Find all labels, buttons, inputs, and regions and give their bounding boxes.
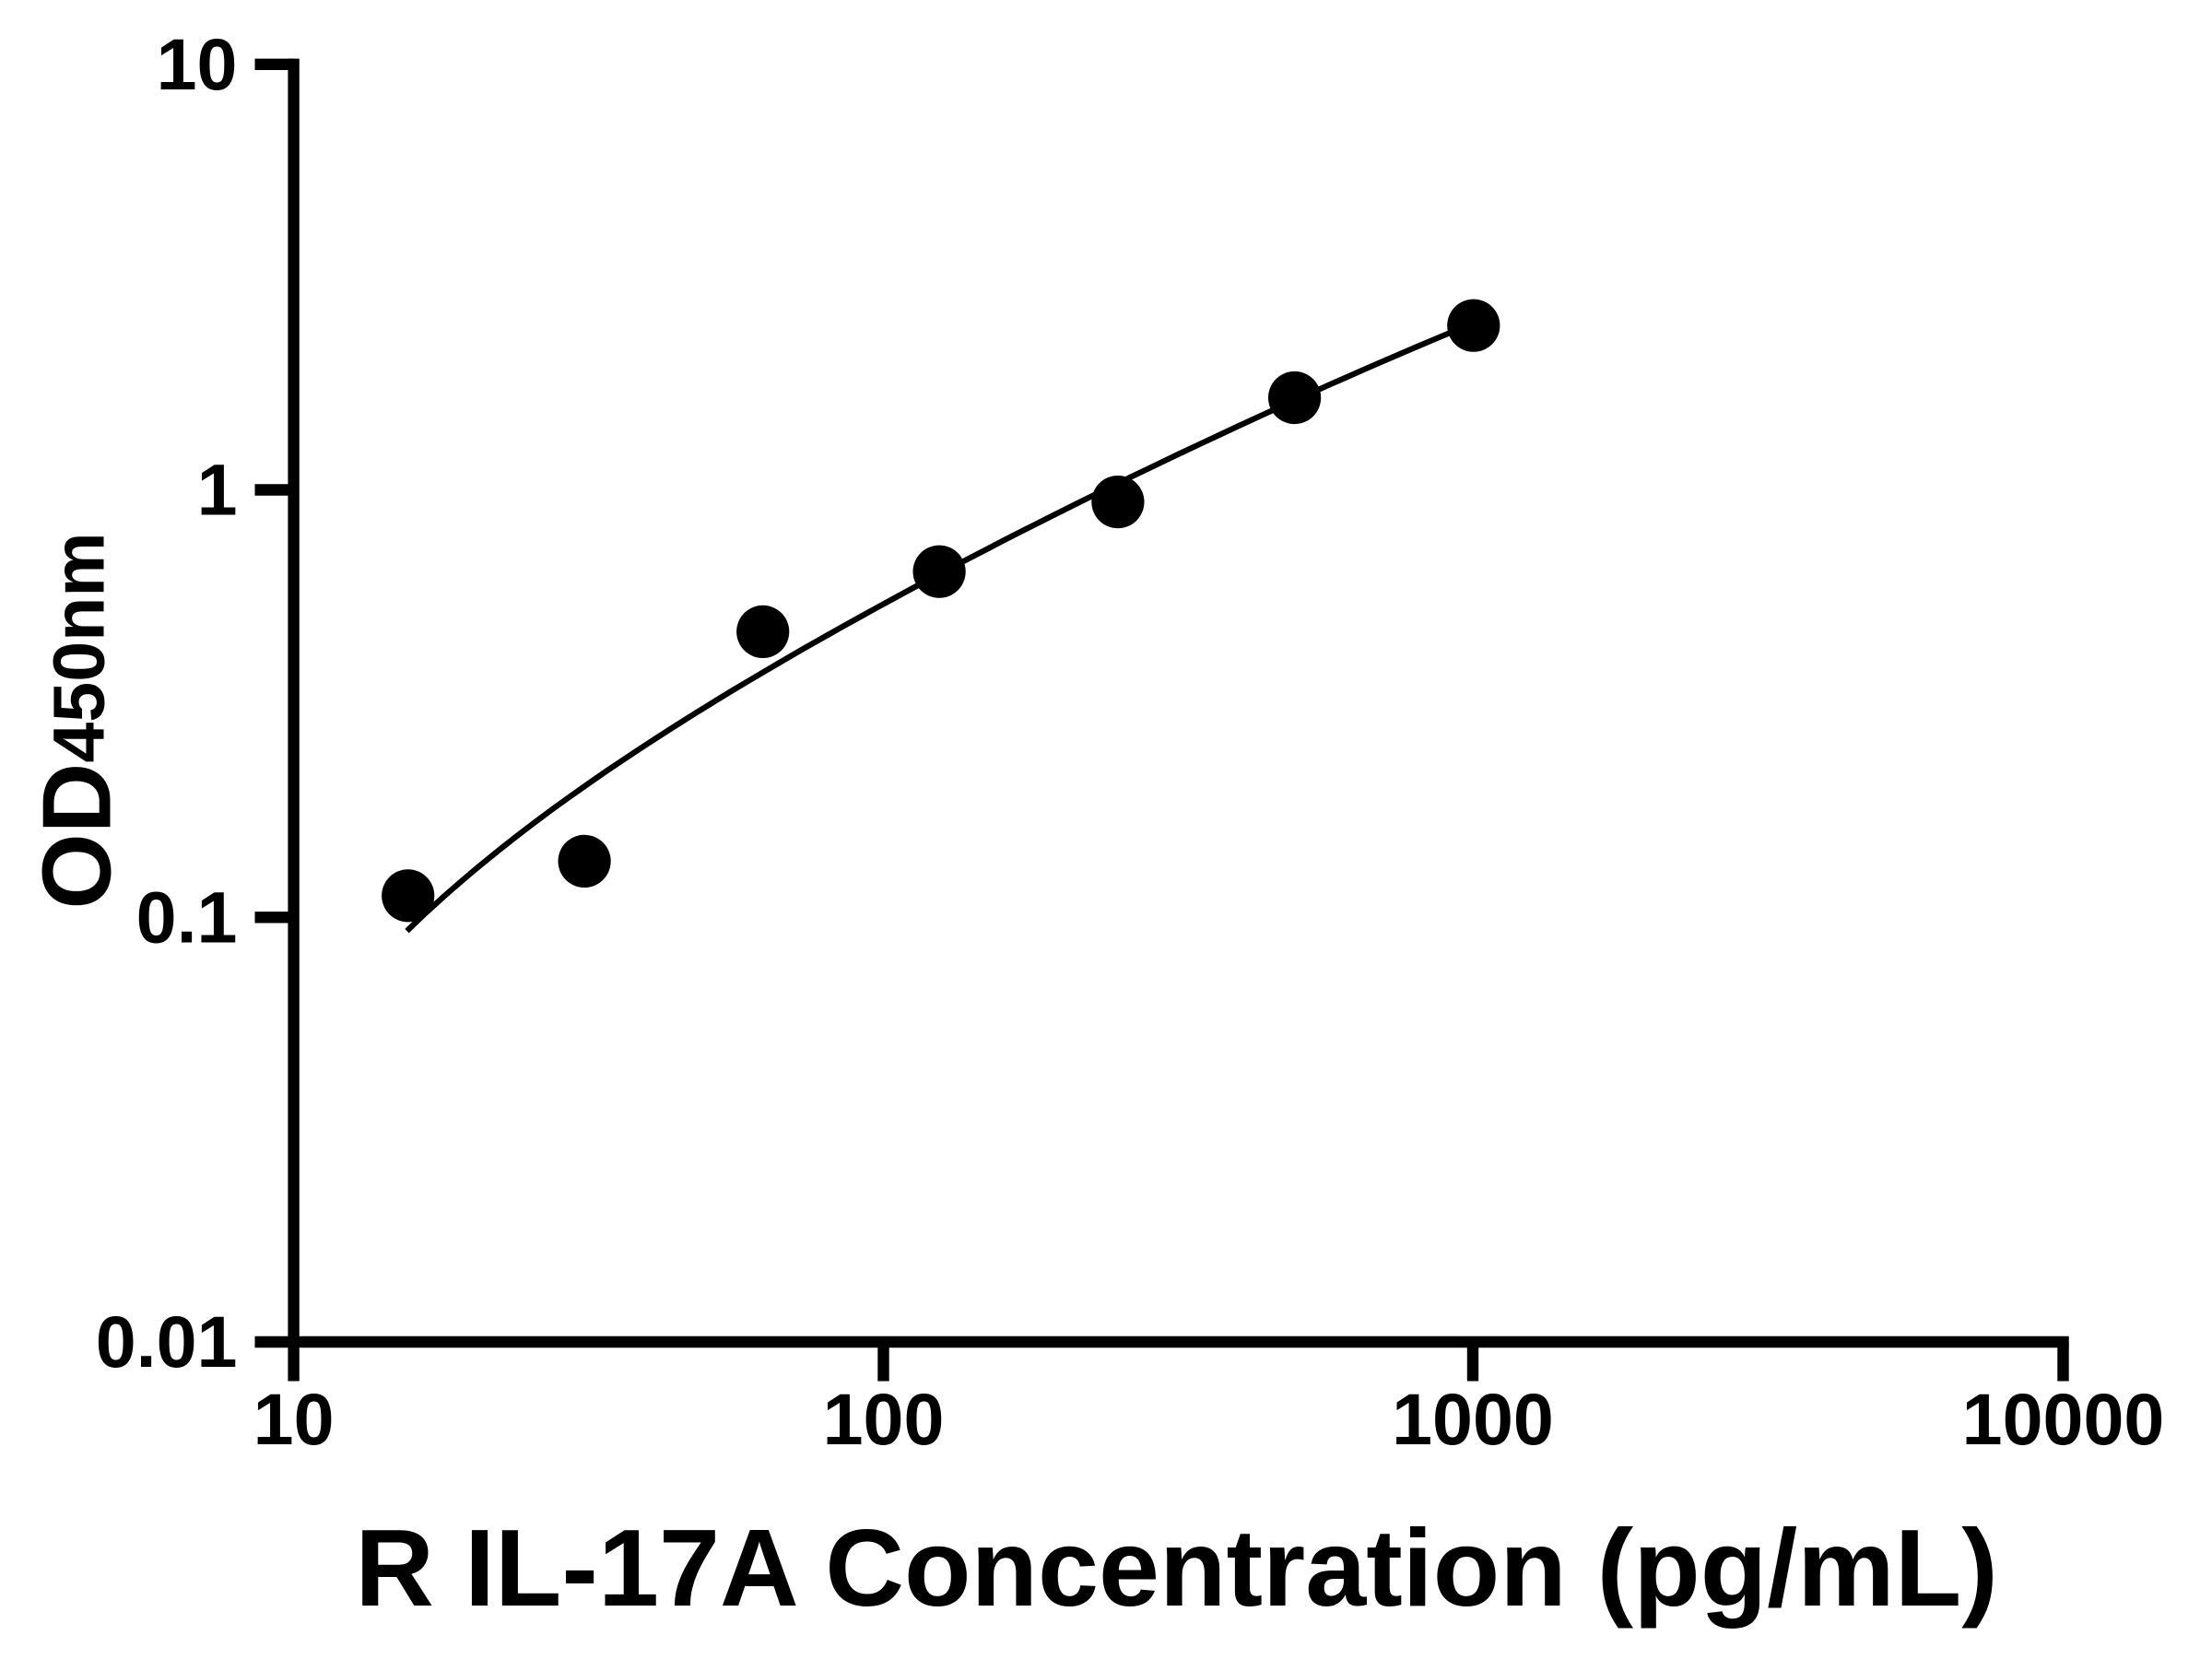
svg-text:R IL-17A Concentration (pg/mL): R IL-17A Concentration (pg/mL) [355,1508,1997,1630]
svg-text:1: 1 [197,449,238,531]
svg-text:1000: 1000 [1392,1378,1554,1460]
svg-text:0.01: 0.01 [96,1300,238,1382]
svg-text:0.1: 0.1 [136,876,238,958]
svg-text:10: 10 [253,1378,335,1460]
svg-text:10: 10 [157,23,238,105]
svg-text:10000: 10000 [1962,1378,2165,1460]
svg-text:OD450nm: OD450nm [23,532,132,909]
svg-text:100: 100 [823,1378,945,1460]
